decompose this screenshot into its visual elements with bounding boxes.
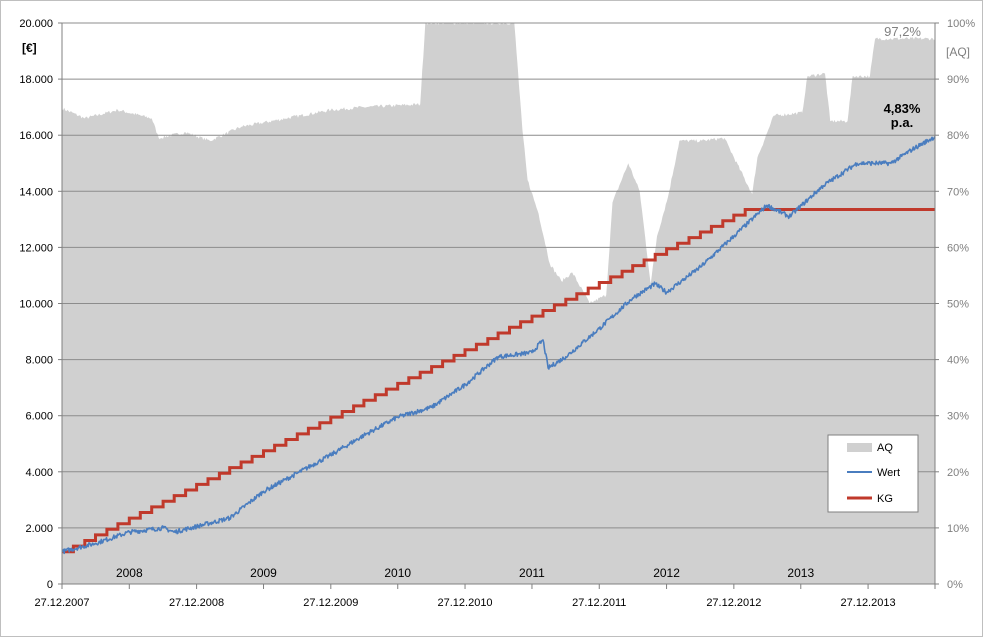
ytick-right-label: 30% <box>947 411 969 423</box>
year-label: 2008 <box>116 566 143 580</box>
ytick-right-label: 0% <box>947 579 963 591</box>
ytick-right-label: 70% <box>947 186 969 198</box>
ylabel-left: [€] <box>22 41 37 55</box>
ytick-right-label: 100% <box>947 18 975 30</box>
legend-label-wert: Wert <box>877 467 900 479</box>
legend-swatch-aq <box>847 443 872 452</box>
series-kg-line <box>62 208 935 554</box>
ytick-right-label: 20% <box>947 467 969 479</box>
ytick-left-label: 12.000 <box>19 242 53 254</box>
ytick-left-label: 2.000 <box>25 523 53 535</box>
year-label: 2013 <box>787 566 814 580</box>
ytick-left-label: 14.000 <box>19 186 53 198</box>
ytick-left-label: 16.000 <box>19 130 53 142</box>
annotation-return-value: 4,83% <box>884 101 921 116</box>
xtick-label: 27.12.2008 <box>169 597 224 609</box>
ylabel-right: [AQ] <box>946 45 970 59</box>
ytick-right-label: 80% <box>947 130 969 142</box>
series-wert-line <box>61 136 936 555</box>
ytick-left-label: 0 <box>47 579 53 591</box>
year-label: 2010 <box>384 566 411 580</box>
annotation-aq-last: 97,2% <box>884 24 921 39</box>
ytick-right-label: 10% <box>947 523 969 535</box>
legend: AQ Wert KG <box>827 434 919 513</box>
ytick-left-label: 4.000 <box>25 467 53 479</box>
ytick-left-label: 10.000 <box>19 299 53 311</box>
annotation-return-unit: p.a. <box>891 115 913 130</box>
xtick-label: 27.12.2007 <box>34 597 89 609</box>
xtick-label: 27.12.2011 <box>572 597 626 609</box>
ytick-right-label: 40% <box>947 355 969 367</box>
legend-label-aq: AQ <box>877 442 893 454</box>
xtick-label: 27.12.2013 <box>841 597 896 609</box>
year-label: 2011 <box>519 566 545 580</box>
xtick-label: 27.12.2012 <box>706 597 761 609</box>
ytick-right-label: 50% <box>947 299 969 311</box>
legend-label-kg: KG <box>877 493 893 505</box>
xtick-label: 27.12.2010 <box>438 597 493 609</box>
ytick-left-label: 6.000 <box>25 411 53 423</box>
ytick-right-label: 60% <box>947 242 969 254</box>
ytick-left-label: 18.000 <box>19 74 53 86</box>
ytick-left-label: 20.000 <box>19 18 53 30</box>
legend-box <box>827 434 919 513</box>
xtick-label: 27.12.2009 <box>303 597 358 609</box>
ytick-left-label: 8.000 <box>25 355 53 367</box>
year-label: 2012 <box>653 566 680 580</box>
year-label: 2009 <box>250 566 277 580</box>
ytick-right-label: 90% <box>947 74 969 86</box>
